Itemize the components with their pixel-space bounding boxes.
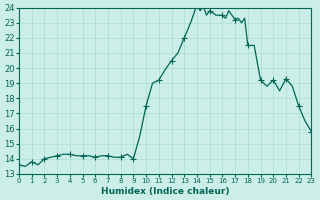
X-axis label: Humidex (Indice chaleur): Humidex (Indice chaleur): [101, 187, 229, 196]
